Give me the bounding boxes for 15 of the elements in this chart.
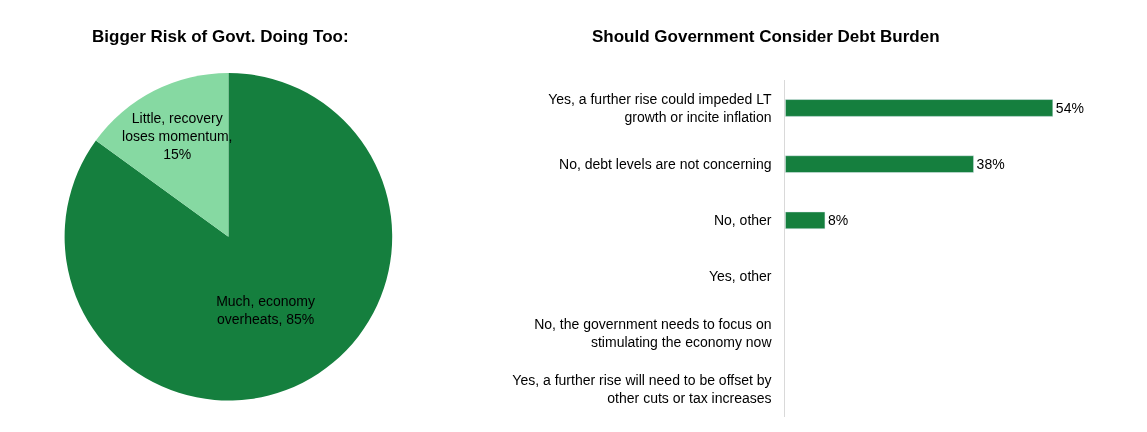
data-label: 38% xyxy=(976,156,1005,173)
chart-title: Should Government Consider Debt Burden xyxy=(592,27,940,46)
slice-label: Much, economy overheats, 85% xyxy=(216,292,315,327)
y-tick-label: No, other xyxy=(713,212,772,229)
y-tick-label: No, the government needs to focus on stimulating the economy now xyxy=(534,315,773,350)
y-tick-label: Yes, a further rise will need to be offset by other cuts or tax increases xyxy=(512,371,772,406)
data-label: 8% xyxy=(827,212,849,229)
chart-title: Bigger Risk of Govt. Doing Too: xyxy=(92,27,349,46)
pie-slice xyxy=(95,72,229,237)
slice-label: Little, recovery loses momentum, 15% xyxy=(122,110,233,163)
data-label: 54% xyxy=(1055,99,1084,116)
y-tick-label: Yes, a further rise could impeded LT growth or incite inflation xyxy=(548,90,772,125)
y-tick-label: No, debt levels are not concerning xyxy=(559,156,772,173)
y-tick-label: Yes, other xyxy=(708,268,772,285)
pie-slice xyxy=(64,72,393,401)
